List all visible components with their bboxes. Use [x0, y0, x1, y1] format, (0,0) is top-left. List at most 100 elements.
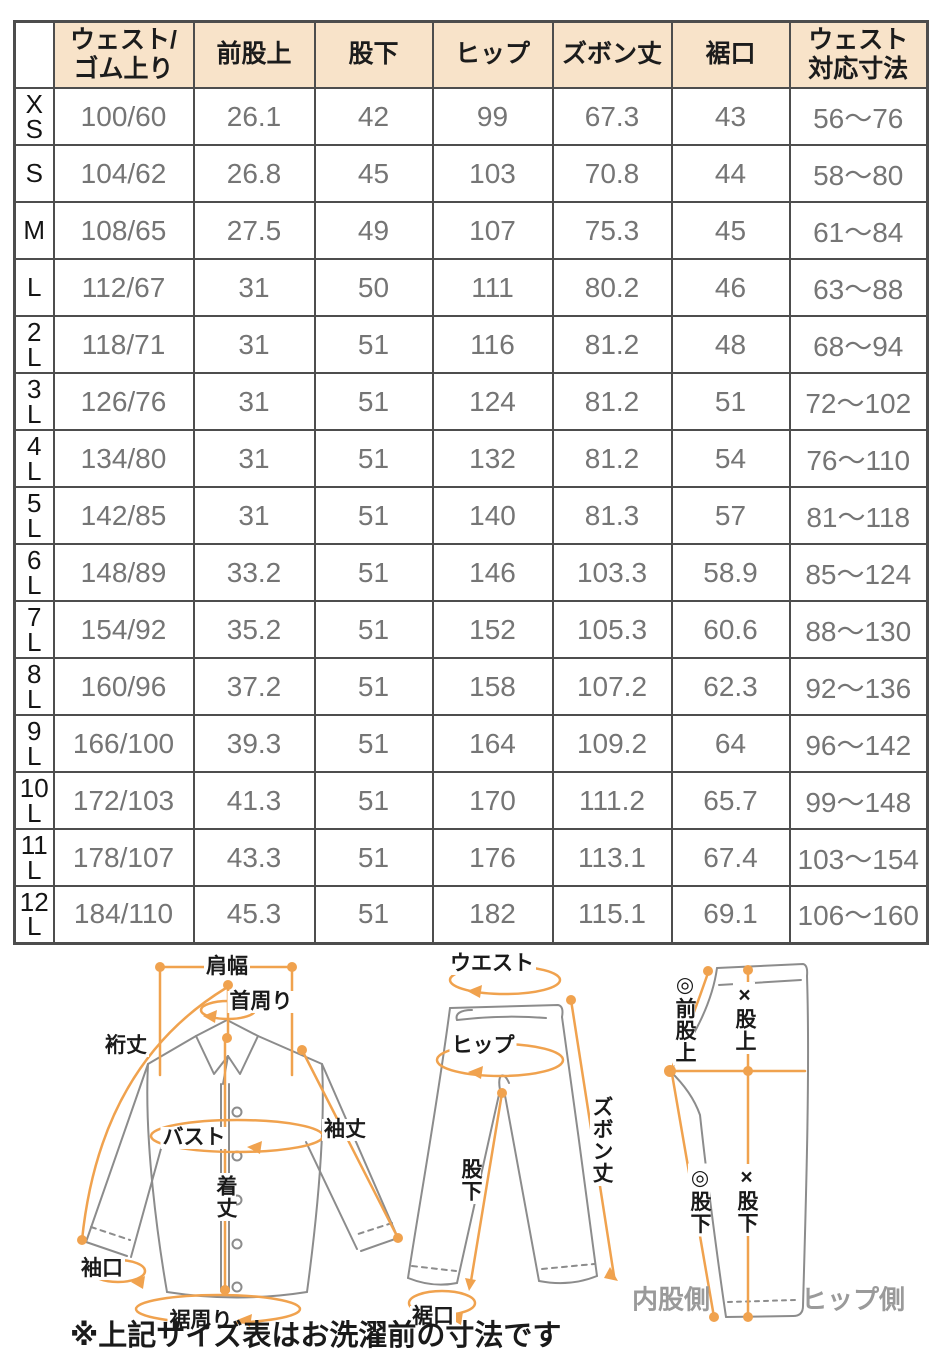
cell-waist-elastic: 112/67 — [52, 258, 195, 317]
size-label: 10 L — [13, 771, 55, 830]
cell-inseam: 51 — [313, 543, 434, 602]
cell-hem: 64 — [670, 714, 791, 773]
cell-hip: 132 — [431, 429, 554, 488]
cell-front-rise: 27.5 — [192, 201, 316, 260]
cell-waist-elastic: 178/107 — [52, 828, 195, 887]
cell-inseam: 51 — [313, 372, 434, 431]
cell-pants-length: 115.1 — [551, 885, 673, 944]
header-waist-elastic: ウェスト/ ゴム上り — [52, 20, 195, 89]
table-row: 11 L 178/107 43.3 51 176 113.1 67.4 103～… — [13, 828, 929, 887]
size-label: 3 L — [13, 372, 55, 431]
label-hip: ヒップ — [449, 1033, 517, 1058]
size-label: 12 L — [13, 885, 55, 944]
cell-waist-range: 99～148 — [788, 771, 929, 830]
label-pants-length: ズボン丈 — [589, 1094, 614, 1186]
header-hem: 裾口 — [670, 20, 791, 89]
label-yuki-length: 裄丈 — [103, 1033, 149, 1058]
label-inseam-side-b: ×股下 — [734, 1164, 759, 1236]
table-row: 8 L 160/96 37.2 51 158 107.2 62.3 92～136 — [13, 657, 929, 716]
table-row: X S 100/60 26.1 42 99 67.3 43 56～76 — [13, 87, 929, 146]
cell-inseam: 51 — [313, 429, 434, 488]
cell-inseam: 51 — [313, 885, 434, 944]
cell-waist-range: 61～84 — [788, 201, 929, 260]
cell-inseam: 51 — [313, 828, 434, 887]
size-label: 11 L — [13, 828, 55, 887]
cell-hip: 152 — [431, 600, 554, 659]
cell-hem: 44 — [670, 144, 791, 203]
cell-hip: 182 — [431, 885, 554, 944]
size-label: 2 L — [13, 315, 55, 374]
label-hem-around: 裾周り — [167, 1308, 235, 1333]
label-sleeve-length: 袖丈 — [322, 1117, 368, 1142]
label-neck-around: 首周り — [227, 989, 295, 1014]
cell-front-rise: 31 — [192, 258, 316, 317]
size-label: 4 L — [13, 429, 55, 488]
size-label: M — [13, 201, 55, 260]
cell-front-rise: 31 — [192, 315, 316, 374]
cell-waist-elastic: 104/62 — [52, 144, 195, 203]
header-hip: ヒップ — [431, 20, 554, 89]
header-front-rise: 前股上 — [192, 20, 316, 89]
cell-inseam: 51 — [313, 600, 434, 659]
label-body-length: 着丈 — [213, 1173, 238, 1221]
cell-waist-range: 106～160 — [788, 885, 929, 944]
cell-hem: 51 — [670, 372, 791, 431]
cell-hip: 103 — [431, 144, 554, 203]
size-label: 5 L — [13, 486, 55, 545]
table-row: 9 L 166/100 39.3 51 164 109.2 64 96～142 — [13, 714, 929, 773]
cell-pants-length: 81.2 — [551, 315, 673, 374]
cell-waist-range: 103～154 — [788, 828, 929, 887]
cell-front-rise: 37.2 — [192, 657, 316, 716]
cell-inseam: 51 — [313, 771, 434, 830]
cell-waist-range: 76～110 — [788, 429, 929, 488]
cell-hip: 124 — [431, 372, 554, 431]
cell-waist-range: 88～130 — [788, 600, 929, 659]
cell-front-rise: 39.3 — [192, 714, 316, 773]
cell-pants-length: 113.1 — [551, 828, 673, 887]
cell-hem: 48 — [670, 315, 791, 374]
pre-wash-note: ※上記サイズ表はお洗濯前の寸法です — [70, 1320, 562, 1352]
cell-hem: 54 — [670, 429, 791, 488]
cell-waist-elastic: 154/92 — [52, 600, 195, 659]
label-inner-thigh-side: 内股側 — [631, 1284, 711, 1315]
label-inseam-front: 股下 — [458, 1156, 483, 1204]
header-waist-range: ウェスト 対応寸法 — [788, 20, 929, 89]
cell-inseam: 51 — [313, 315, 434, 374]
table-row: L 112/67 31 50 111 80.2 46 63～88 — [13, 258, 929, 317]
cell-hip: 111 — [431, 258, 554, 317]
cell-waist-elastic: 166/100 — [52, 714, 195, 773]
label-hem-opening-front: 裾口 — [410, 1304, 456, 1329]
cell-front-rise: 43.3 — [192, 828, 316, 887]
table-row: M 108/65 27.5 49 107 75.3 45 61～84 — [13, 201, 929, 260]
cell-front-rise: 45.3 — [192, 885, 316, 944]
cell-pants-length: 103.3 — [551, 543, 673, 602]
cell-pants-length: 109.2 — [551, 714, 673, 773]
cell-pants-length: 75.3 — [551, 201, 673, 260]
cell-front-rise: 33.2 — [192, 543, 316, 602]
cell-hip: 99 — [431, 87, 554, 146]
cell-inseam: 42 — [313, 87, 434, 146]
cell-waist-range: 58～80 — [788, 144, 929, 203]
label-front-rise-side: ◎前股上 — [672, 970, 697, 1066]
shirt-measures — [77, 962, 403, 1327]
cell-pants-length: 67.3 — [551, 87, 673, 146]
cell-pants-length: 111.2 — [551, 771, 673, 830]
size-label: X S — [13, 87, 55, 146]
table-row: 4 L 134/80 31 51 132 81.2 54 76～110 — [13, 429, 929, 488]
label-cuff-opening: 袖口 — [79, 1256, 125, 1281]
size-label: L — [13, 258, 55, 317]
cell-hem: 46 — [670, 258, 791, 317]
cell-waist-range: 92～136 — [788, 657, 929, 716]
cell-waist-elastic: 160/96 — [52, 657, 195, 716]
table-row: S 104/62 26.8 45 103 70.8 44 58～80 — [13, 144, 929, 203]
size-label: 7 L — [13, 600, 55, 659]
cell-hip: 116 — [431, 315, 554, 374]
cell-hem: 69.1 — [670, 885, 791, 944]
header-inseam: 股下 — [313, 20, 434, 89]
cell-waist-range: 81～118 — [788, 486, 929, 545]
size-label: 9 L — [13, 714, 55, 773]
cell-waist-elastic: 184/110 — [52, 885, 195, 944]
header-pants-length: ズボン丈 — [551, 20, 673, 89]
cell-pants-length: 70.8 — [551, 144, 673, 203]
size-label: 8 L — [13, 657, 55, 716]
